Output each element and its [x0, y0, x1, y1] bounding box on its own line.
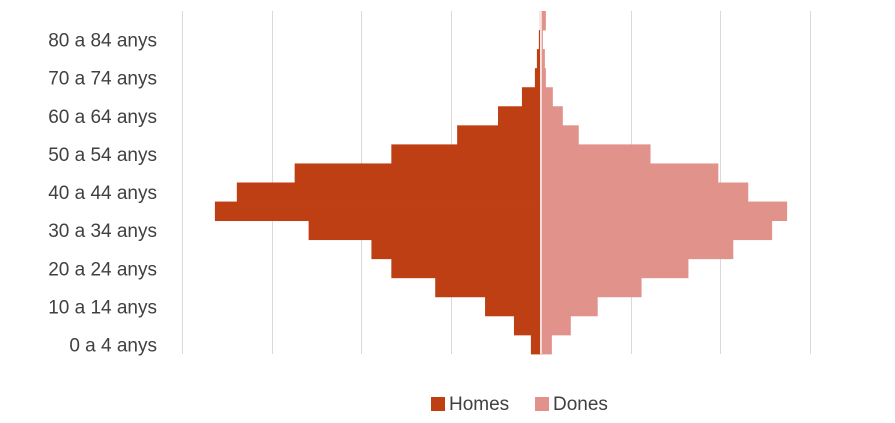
y-tick-label: 80 a 84 anys — [48, 31, 157, 52]
bar-dones — [540, 144, 651, 164]
bar-dones — [540, 49, 545, 69]
bar-dones — [540, 220, 773, 241]
bar-homes — [534, 68, 541, 88]
bar-dones — [540, 277, 642, 298]
y-tick-label: 30 a 34 anys — [48, 221, 157, 242]
bar-dones — [540, 125, 579, 145]
bar-homes — [530, 334, 541, 355]
bar-homes — [435, 277, 541, 298]
bar-homes — [308, 220, 541, 241]
y-tick-label: 50 a 54 anys — [48, 145, 157, 166]
bar-homes — [391, 258, 541, 279]
legend: Homes Dones — [431, 394, 608, 415]
bar-dones — [540, 68, 546, 88]
y-tick-label: 70 a 74 anys — [48, 69, 157, 90]
y-tick-label: 0 a 4 anys — [69, 336, 157, 357]
bar-homes — [371, 239, 541, 260]
bar-homes — [521, 87, 541, 107]
bar-dones — [540, 11, 546, 31]
bar-dones — [540, 334, 552, 355]
bar-homes — [536, 49, 541, 69]
bar-dones — [540, 315, 571, 336]
bar-homes — [236, 182, 541, 202]
bar-homes — [214, 201, 541, 222]
legend-swatch-dones — [535, 397, 549, 411]
bar-homes — [538, 30, 541, 50]
legend-swatch-homes — [431, 397, 445, 411]
bar-dones — [540, 30, 543, 50]
bar-dones — [540, 163, 719, 183]
bar-homes — [485, 296, 541, 317]
y-axis-labels: 0 a 4 anys 10 a 14 anys 20 a 24 anys 30 a 3… — [48, 31, 157, 357]
bar-dones — [540, 201, 788, 222]
legend-label-dones: Dones — [553, 394, 608, 415]
bar-dones — [540, 296, 598, 317]
bar-dones — [540, 258, 689, 279]
bar-homes — [294, 163, 541, 183]
y-tick-label: 60 a 64 anys — [48, 107, 157, 128]
series-homes — [214, 11, 541, 355]
bar-dones — [540, 182, 749, 202]
bar-homes — [498, 106, 541, 126]
bar-homes — [457, 125, 541, 145]
bar-dones — [540, 239, 734, 260]
y-tick-label: 20 a 24 anys — [48, 259, 157, 280]
bar-homes — [391, 144, 541, 164]
series-dones — [540, 11, 788, 355]
bar-dones — [540, 106, 563, 126]
bar-dones — [540, 87, 553, 107]
y-tick-label: 10 a 14 anys — [48, 297, 157, 318]
bar-homes — [513, 315, 541, 336]
y-tick-label: 40 a 44 anys — [48, 183, 157, 204]
legend-label-homes: Homes — [449, 394, 509, 415]
